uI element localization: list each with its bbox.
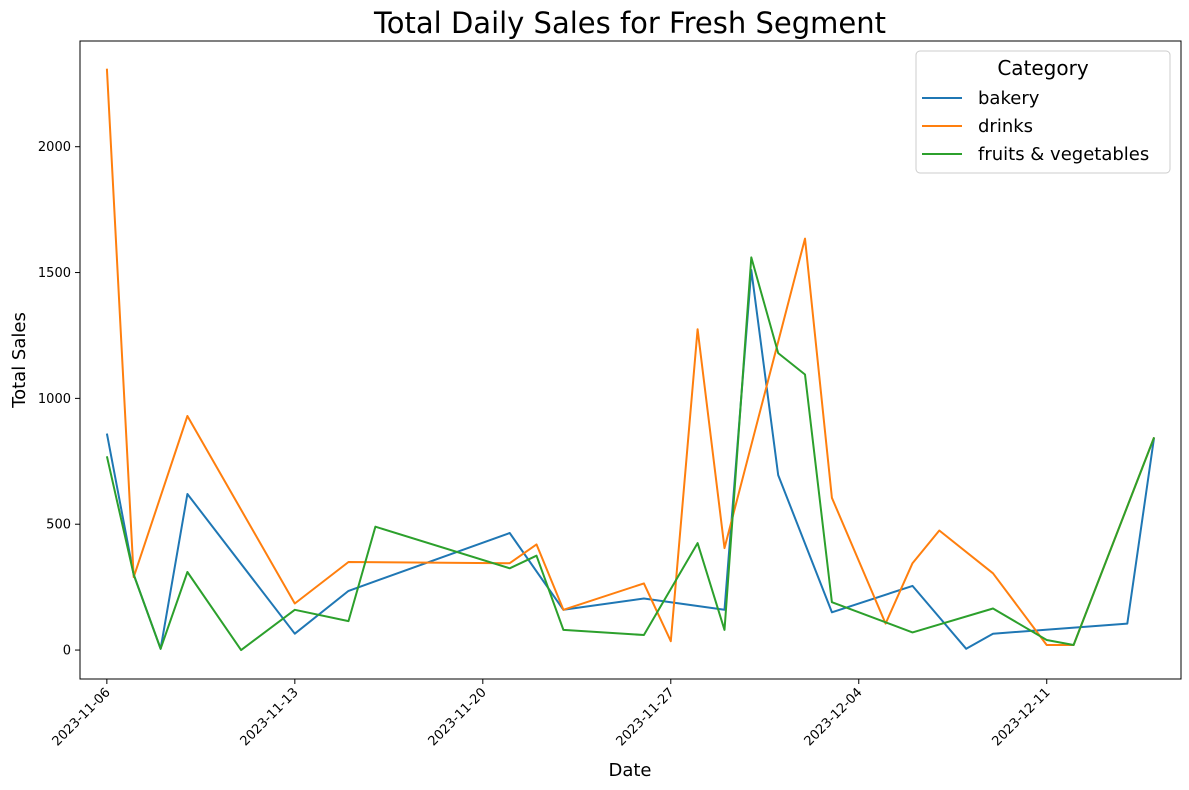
- legend: Category bakery drinks fruits & vegetables: [915, 50, 1171, 174]
- y-axis: 0 500 1000 1500 2000: [38, 140, 80, 659]
- y-tick-label: 0: [63, 644, 71, 659]
- y-tick-label: 1000: [38, 392, 71, 407]
- x-tick-label: 2023-11-06: [50, 685, 114, 749]
- y-axis-label: Total Sales: [9, 312, 30, 409]
- legend-label-0: bakery: [978, 88, 1040, 109]
- series-line-2: [105, 256, 1156, 652]
- x-axis-label: Date: [608, 760, 651, 781]
- legend-label-1: drinks: [978, 116, 1033, 137]
- x-axis: 2023-11-06 2023-11-13 2023-11-20 2023-11-27…: [50, 679, 1054, 749]
- y-tick-label: 2000: [38, 140, 71, 155]
- series-line-0: [105, 269, 1156, 650]
- legend-label-2: fruits & vegetables: [978, 144, 1149, 165]
- x-tick-label: 2023-12-04: [802, 685, 866, 749]
- legend-title: Category: [997, 56, 1089, 80]
- x-tick-label: 2023-11-20: [426, 685, 490, 749]
- x-tick-label: 2023-11-27: [614, 685, 678, 749]
- y-tick-label: 500: [46, 518, 71, 533]
- chart-title: Total Daily Sales for Fresh Segment: [373, 6, 886, 40]
- y-tick-label: 1500: [38, 266, 71, 281]
- legend-box: [915, 50, 1171, 174]
- x-tick-label: 2023-12-11: [990, 685, 1054, 749]
- series-line-1: [105, 68, 1156, 646]
- plot-area: [105, 68, 1156, 652]
- plot-frame: [79, 40, 1182, 680]
- x-tick-label: 2023-11-13: [238, 685, 302, 749]
